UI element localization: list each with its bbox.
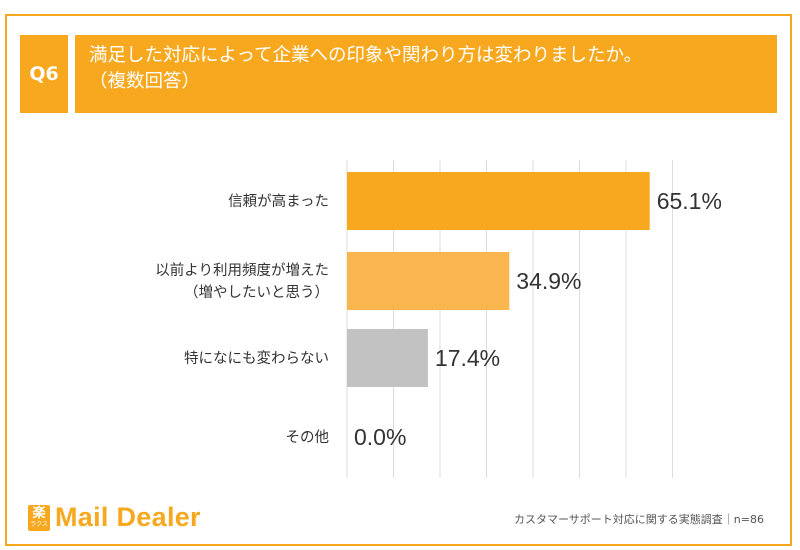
question-number: Q6 <box>20 35 68 113</box>
category-label: 特になにも変わらない <box>184 350 329 367</box>
logo-text: Mail Dealer <box>55 502 201 532</box>
question-title: 満足した対応によって企業への印象や関わり方は変わりましたか。 （複数回答） <box>75 35 777 113</box>
category-label: （増やしたいと思う） <box>184 284 329 301</box>
bar <box>347 329 428 387</box>
question-title-line2: （複数回答） <box>89 71 201 92</box>
category-label: その他 <box>286 429 330 446</box>
logo-mark-kanji: 楽 <box>32 505 46 521</box>
chart-frame <box>5 14 792 546</box>
rakus-logo-icon: 楽 ラクス <box>28 504 50 531</box>
survey-source: カスタマーサポート対応に関する実態調査｜n=86 <box>514 513 764 526</box>
data-label: 65.1% <box>657 188 722 214</box>
logo-mark-kana: ラクス <box>30 520 48 528</box>
question-title-line1: 満足した対応によって企業への印象や関わり方は変わりましたか。 <box>89 45 643 66</box>
data-label: 34.9% <box>516 268 581 294</box>
data-label: 0.0% <box>354 424 406 450</box>
bar <box>347 252 510 310</box>
brand-logo: 楽 ラクス Mail Dealer <box>28 502 201 533</box>
data-label: 17.4% <box>435 345 500 371</box>
bar <box>347 172 650 230</box>
category-label: 以前より利用頻度が増えた <box>155 262 329 279</box>
category-label: 信頼が高まった <box>228 193 329 210</box>
